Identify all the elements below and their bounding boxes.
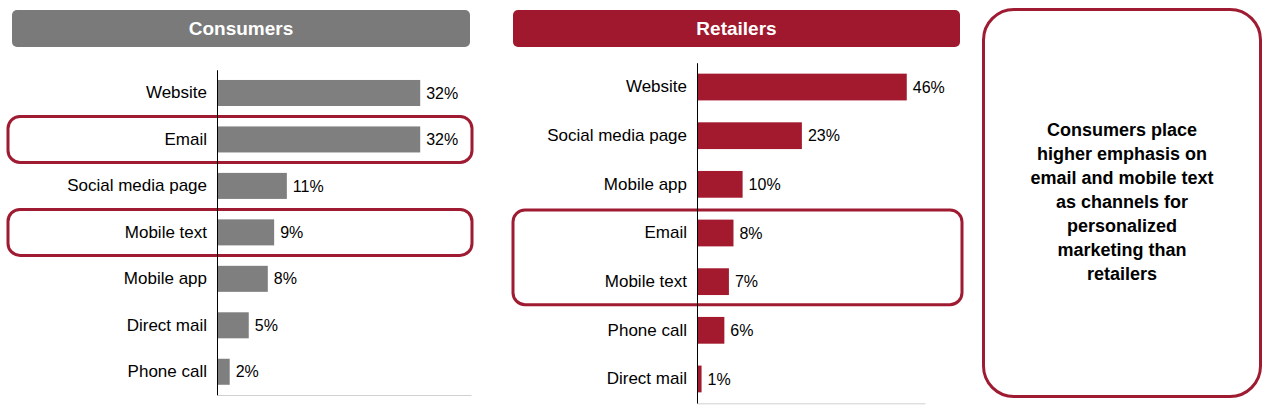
tick-label: Phone call xyxy=(608,321,687,340)
tick-label: Website xyxy=(626,77,687,96)
bars xyxy=(217,80,420,385)
tick-label: Social media page xyxy=(547,126,687,145)
data-labels: 46% 23% 10% 8% 7% 6% 1% xyxy=(708,79,945,388)
tick: Phone call xyxy=(128,362,217,381)
title: Consumers xyxy=(189,18,294,39)
tick-label: Direct mail xyxy=(607,369,687,388)
data-label: 46% xyxy=(913,79,945,96)
title: Retailers xyxy=(696,18,776,39)
tick: Phone call xyxy=(608,321,697,340)
tick: Mobile text xyxy=(605,272,697,291)
tick: Mobile app xyxy=(124,269,217,288)
header-box xyxy=(513,10,960,47)
data-label: 7% xyxy=(735,273,758,290)
tick-label: Social media page xyxy=(67,176,207,195)
y-axis: Website Email Social media page Mobile text… xyxy=(67,70,217,395)
tick-label: Direct mail xyxy=(127,316,207,335)
x-axis xyxy=(218,395,472,396)
bar xyxy=(697,220,733,247)
data-label: 32% xyxy=(426,85,458,102)
x-axis-line xyxy=(698,403,926,404)
tick-label: Mobile app xyxy=(604,175,687,194)
tick-label: Email xyxy=(644,223,687,242)
bar xyxy=(697,122,802,149)
bar xyxy=(217,80,420,106)
bar xyxy=(217,126,420,152)
tick-label: Phone call xyxy=(128,362,207,381)
bars xyxy=(697,74,907,393)
panel: Retailers 46% 23% 10% 8% 7% 6% 1% Website Social … xyxy=(513,10,962,404)
tick-label: Mobile app xyxy=(124,269,207,288)
tick: Direct mail xyxy=(127,316,217,335)
bar xyxy=(697,74,907,101)
tick: Mobile app xyxy=(604,175,697,194)
tick-label: Mobile text xyxy=(125,223,207,242)
bar xyxy=(217,173,287,199)
bar xyxy=(217,219,274,245)
bar xyxy=(217,266,268,292)
tick: Email xyxy=(164,130,217,149)
tick-label: Website xyxy=(146,83,207,102)
y-axis: Website Social media page Mobile app Email M… xyxy=(547,63,697,404)
x-axis xyxy=(698,403,926,404)
panel: Consumers 32% 32% 11% 9% 8% 5% 2% Website Email So… xyxy=(8,10,472,396)
bar xyxy=(217,359,230,385)
highlight-frame xyxy=(513,210,962,305)
bar xyxy=(697,317,724,344)
annotation: Consumers place higher emphasis on email… xyxy=(982,8,1262,398)
data-labels: 32% 32% 11% 9% 8% 5% 2% xyxy=(236,85,459,381)
bar xyxy=(697,171,743,198)
data-label: 8% xyxy=(739,225,762,242)
tick: Social media page xyxy=(547,126,697,145)
tick-label: Mobile text xyxy=(605,272,687,291)
tick: Email xyxy=(644,223,697,242)
data-label: 6% xyxy=(730,322,753,339)
y-axis-line xyxy=(217,70,218,395)
tick: Direct mail xyxy=(607,369,697,388)
tick: Website xyxy=(146,83,217,102)
data-label: 10% xyxy=(749,176,781,193)
header-box xyxy=(12,10,470,47)
data-label: 32% xyxy=(426,131,458,148)
tick: Social media page xyxy=(67,176,217,195)
highlight-frame xyxy=(8,209,472,255)
y-axis-line xyxy=(697,63,698,404)
tick-label: Email xyxy=(164,130,207,149)
data-label: 11% xyxy=(293,178,324,195)
bar xyxy=(217,312,249,338)
data-label: 9% xyxy=(280,224,303,241)
data-label: 2% xyxy=(236,363,259,380)
x-axis-line xyxy=(218,395,472,396)
tick: Website xyxy=(626,77,697,96)
data-label: 1% xyxy=(708,371,731,388)
data-label: 23% xyxy=(808,127,840,144)
tick: Mobile text xyxy=(125,223,217,242)
data-label: 5% xyxy=(255,317,278,334)
data-label: 8% xyxy=(274,270,297,287)
bar xyxy=(697,268,729,295)
highlight-frame xyxy=(8,116,472,162)
